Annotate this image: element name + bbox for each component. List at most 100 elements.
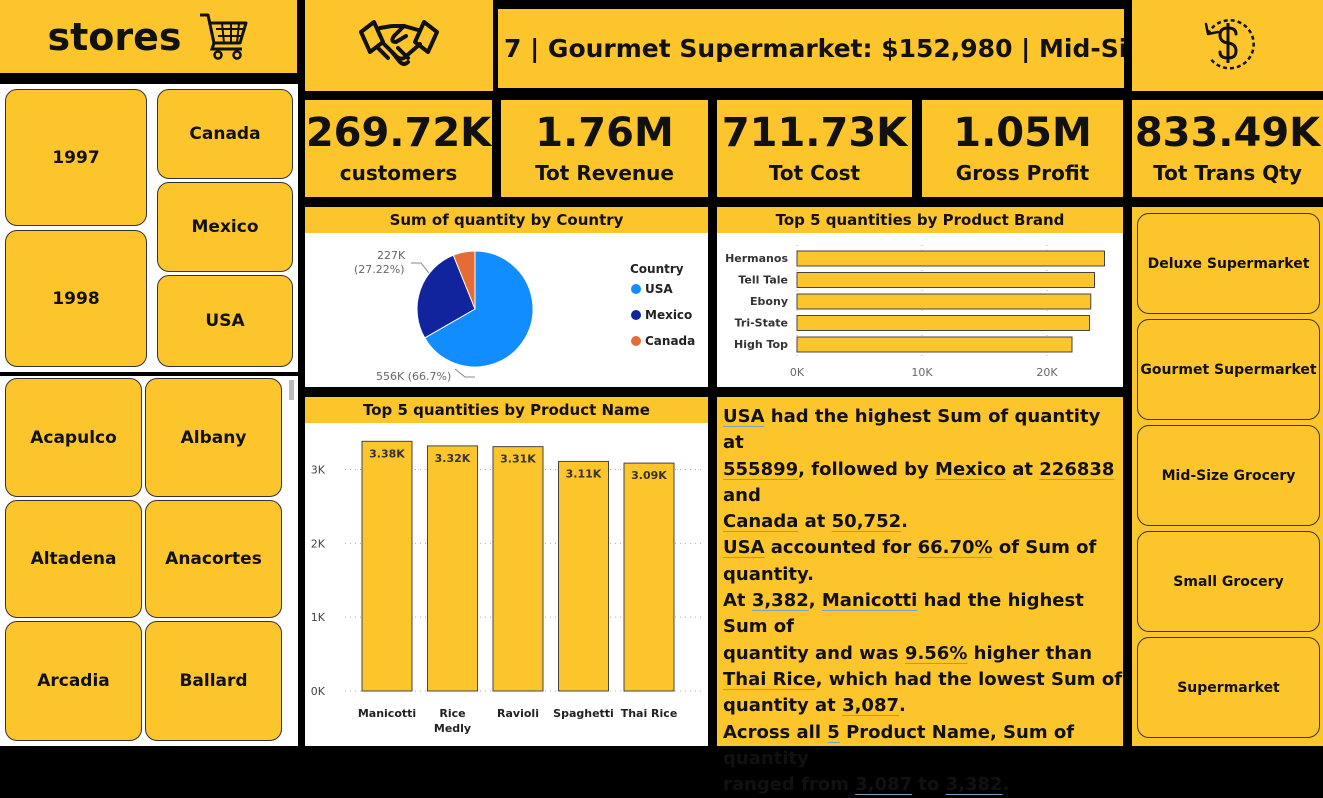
kpi-value: 833.49K	[1134, 109, 1321, 156]
pie-data-label-usa: 556K (66.7%)	[376, 370, 451, 383]
narrative-line: ranged from 3,087 to 3,382.	[723, 772, 1123, 798]
kpi-label: Tot Revenue	[535, 160, 674, 185]
narrative-value: 9.56%	[904, 642, 968, 664]
product-bar[interactable]	[623, 462, 675, 692]
narrative-text: At	[723, 590, 752, 612]
narrative-text: to	[912, 774, 946, 796]
brand-bar[interactable]	[796, 250, 1105, 267]
bar-data-label: 3.32K	[435, 452, 471, 465]
country-slicer: Canada Mexico USA	[152, 84, 298, 372]
legend-item-usa[interactable]: USA	[645, 282, 673, 296]
pie-slice-usa[interactable]	[424, 250, 534, 368]
scrollbar[interactable]	[289, 380, 294, 400]
city-tile-ballard[interactable]: Ballard	[145, 621, 282, 741]
handshake-panel	[305, 0, 493, 91]
kpi-value: 1.76M	[535, 109, 674, 156]
pie-data-label-mexico: 227K	[377, 249, 406, 262]
narrative-value: 5	[827, 721, 840, 743]
narrative-value: 3,382	[945, 774, 1003, 796]
country-tile-canada[interactable]: Canada	[157, 89, 293, 179]
narrative-value: 3,382	[751, 590, 809, 612]
narrative-value: Canada	[723, 511, 799, 533]
kpi-label: customers	[339, 160, 458, 185]
legend-item-mexico[interactable]: Mexico	[645, 308, 692, 322]
narrative-line: quantity.	[723, 562, 1123, 588]
city-tile-altadena[interactable]: Altadena	[5, 500, 142, 618]
pie-chart-title: Sum of quantity by Country	[305, 207, 708, 233]
narrative-text: , which had the lowest Sum of	[815, 668, 1123, 690]
kpi-cost: 711.73K Tot Cost	[717, 100, 912, 197]
narrative-text: accounted for	[764, 537, 918, 559]
type-tile-gourmet-supermarket[interactable]: Gourmet Supermarket	[1137, 319, 1320, 420]
bar-data-label: 3.09K	[631, 469, 667, 482]
city-tile-arcadia[interactable]: Arcadia	[5, 621, 142, 741]
type-tile-deluxe-supermarket[interactable]: Deluxe Supermarket	[1137, 213, 1320, 314]
narrative-value: 3,087	[855, 774, 913, 796]
legend-title: Country	[630, 262, 684, 276]
kpi-label: Tot Trans Qty	[1153, 160, 1302, 185]
bar-data-label: 3.11K	[566, 467, 602, 480]
product-bar[interactable]	[427, 445, 478, 692]
narrative-text: ranged from	[723, 774, 856, 796]
type-tile-small-grocery[interactable]: Small Grocery	[1137, 531, 1320, 632]
narrative-value: 3,087	[842, 695, 899, 717]
x-category-label: Spaghetti	[553, 707, 614, 720]
brand-bar[interactable]	[796, 272, 1095, 288]
brand-bar[interactable]	[796, 315, 1090, 331]
kpi-gross-profit: 1.05M Gross Profit	[922, 100, 1123, 197]
x-tick-label: 0K	[790, 366, 805, 379]
kpi-customers: 269.72K customers	[305, 100, 492, 197]
narrative-value: Thai Rice	[723, 668, 816, 690]
kpi-trans-qty: 833.49K Tot Trans Qty	[1132, 100, 1323, 197]
year-tile-1997[interactable]: 1997	[5, 89, 147, 226]
narrative-text: ,	[808, 590, 822, 612]
x-category-label: Medly	[434, 722, 471, 735]
city-tile-acapulco[interactable]: Acapulco	[5, 378, 142, 497]
city-tile-anacortes[interactable]: Anacortes	[145, 500, 282, 618]
y-category-label: Hermanos	[725, 252, 788, 265]
country-tile-mexico[interactable]: Mexico	[157, 182, 293, 272]
pie-slice-mexico[interactable]	[416, 254, 476, 339]
narrative-line: quantity at 3,087.	[723, 693, 1123, 719]
city-tile-albany[interactable]: Albany	[145, 378, 282, 497]
narrative-value: 66.70%	[917, 537, 993, 559]
type-tile-mid-size-grocery[interactable]: Mid-Size Grocery	[1137, 425, 1320, 526]
banner-text: 7 | Gourmet Supermarket: $152,980 | Mid-…	[504, 34, 1124, 63]
x-category-label: Rice	[439, 707, 465, 720]
narrative-line: Thai Rice, which had the lowest Sum of	[723, 667, 1123, 693]
legend-item-canada[interactable]: Canada	[645, 334, 695, 348]
narrative-text: of Sum of	[992, 537, 1097, 559]
product-bar[interactable]	[492, 446, 544, 692]
kpi-label: Tot Cost	[768, 160, 861, 185]
pie-data-label-mexico-pct: (27.22%)	[354, 263, 405, 276]
pie-slice-canada[interactable]	[452, 250, 476, 310]
narrative-line: At 3,382, Manicotti had the highest Sum …	[723, 588, 1123, 641]
type-tile-supermarket[interactable]: Supermarket	[1137, 637, 1320, 738]
brand-chart-title: Top 5 quantities by Product Brand	[717, 207, 1123, 233]
product-bar[interactable]	[361, 440, 413, 692]
store-banner: 7 | Gourmet Supermarket: $152,980 | Mid-…	[498, 9, 1124, 88]
stores-title: stores	[47, 14, 182, 59]
x-category-label: Thai Rice	[621, 707, 678, 720]
country-tile-usa[interactable]: USA	[157, 275, 293, 367]
narrative-text: .	[899, 695, 906, 717]
y-tick-label: 2K	[311, 537, 326, 550]
brand-chart-panel: Top 5 quantities by Product Brand 0K 10K 2…	[717, 207, 1123, 387]
narrative-line: quantity and was 9.56% higher than	[723, 641, 1123, 667]
brand-bar[interactable]	[796, 336, 1073, 353]
year-tile-1998[interactable]: 1998	[5, 230, 147, 367]
narrative-value: Manicotti	[821, 590, 918, 612]
narrative-value: USA	[723, 406, 765, 427]
product-bar[interactable]	[558, 460, 609, 692]
narrative-text: quantity.	[723, 563, 814, 585]
smart-narrative-panel: USA had the highest Sum of quantity at 55…	[717, 397, 1123, 795]
brand-bar-chart: 0K 10K 20K Hermanos Tell Tale Ebony Tri-State H…	[725, 245, 1105, 379]
legend-marker-mexico	[631, 310, 641, 320]
y-category-label: Tell Tale	[738, 274, 788, 287]
narrative-text: at	[798, 511, 832, 533]
narrative-text: .	[1002, 774, 1010, 796]
brand-bar[interactable]	[796, 293, 1092, 310]
product-chart-panel: Top 5 quantities by Product Name 0K 1K 2K 3…	[305, 397, 708, 746]
narrative-text: Across all	[723, 721, 828, 743]
pie-chart: 556K (66.7%) 227K(27.22%) Country USA Mexico…	[354, 249, 695, 383]
